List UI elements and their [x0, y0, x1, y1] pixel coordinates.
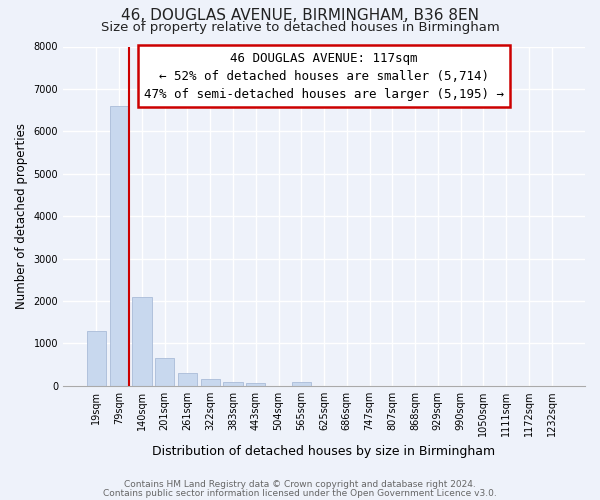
Text: Contains public sector information licensed under the Open Government Licence v3: Contains public sector information licen… [103, 489, 497, 498]
Bar [292, 382, 311, 386]
Text: Size of property relative to detached houses in Birmingham: Size of property relative to detached ho… [101, 21, 499, 34]
Bar [223, 382, 242, 386]
Text: 46 DOUGLAS AVENUE: 117sqm
← 52% of detached houses are smaller (5,714)
47% of se: 46 DOUGLAS AVENUE: 117sqm ← 52% of detac… [144, 52, 504, 100]
Bar [155, 358, 175, 386]
X-axis label: Distribution of detached houses by size in Birmingham: Distribution of detached houses by size … [152, 444, 496, 458]
Bar [87, 330, 106, 386]
Bar [178, 372, 197, 386]
Bar [132, 297, 152, 386]
Text: Contains HM Land Registry data © Crown copyright and database right 2024.: Contains HM Land Registry data © Crown c… [124, 480, 476, 489]
Text: 46, DOUGLAS AVENUE, BIRMINGHAM, B36 8EN: 46, DOUGLAS AVENUE, BIRMINGHAM, B36 8EN [121, 8, 479, 22]
Bar [246, 384, 265, 386]
Y-axis label: Number of detached properties: Number of detached properties [15, 123, 28, 309]
Bar [200, 379, 220, 386]
Bar [110, 106, 129, 386]
